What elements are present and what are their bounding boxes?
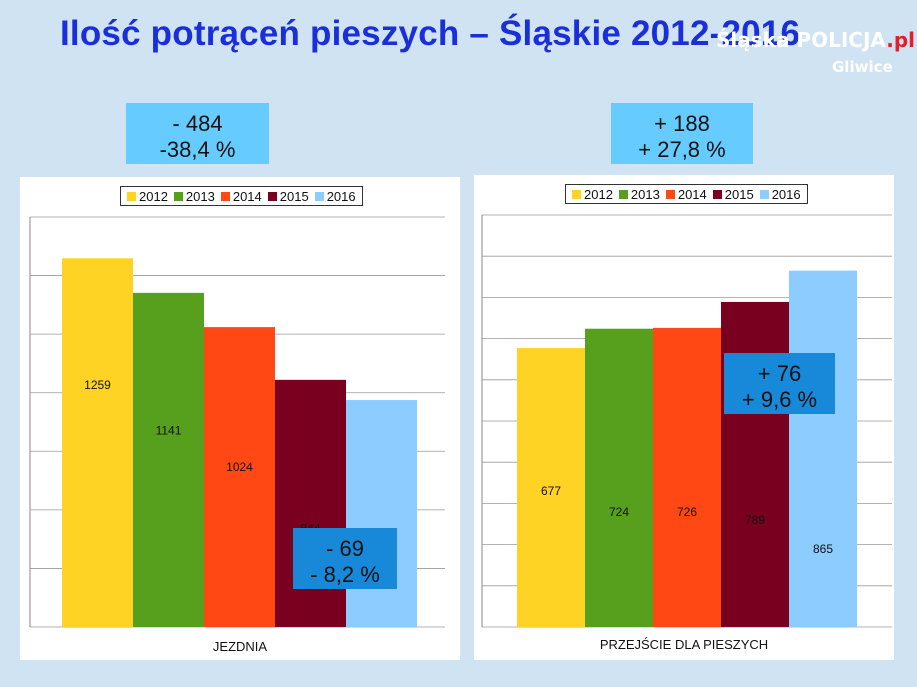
bar-value-label: 865	[813, 542, 833, 556]
legend-label: 2012	[139, 188, 168, 204]
legend-label: 2013	[185, 188, 215, 204]
bar-2012	[517, 348, 585, 627]
right-summary-box: + 188 + 27,8 %	[611, 103, 753, 164]
bar-2013	[585, 328, 653, 627]
bar-2013	[133, 292, 204, 627]
legend-item-2016: 2016	[314, 188, 356, 204]
legend-item-2012: 2012	[127, 189, 168, 204]
legend-item-2014: 2014	[665, 186, 707, 202]
legend-item-2013: 2013	[173, 188, 215, 204]
bar-2012	[62, 258, 133, 627]
legend-swatch	[314, 191, 324, 201]
bar-2014	[653, 327, 721, 627]
legend-swatch	[759, 189, 769, 199]
legend-item-2014: 2014	[220, 188, 262, 204]
bar-value-label: 1141	[156, 423, 182, 437]
legend-label: 2014	[677, 186, 707, 202]
bar-value-label: 726	[677, 505, 697, 519]
left-change-line1: - 69	[326, 536, 364, 561]
legend-swatch	[572, 189, 581, 199]
legend-label: 2013	[630, 186, 660, 202]
legend-label: 2014	[232, 188, 262, 204]
legend-swatch	[127, 191, 136, 201]
legend: 2012 2013 2014 2015 2016	[565, 184, 808, 204]
right-summary-line2: + 27,8 %	[638, 137, 726, 162]
legend-label: 2015	[279, 188, 309, 204]
logo-city: Gliwice	[832, 58, 893, 76]
police-logo: Śląska POLICJA.pl Gliwice	[716, 28, 915, 76]
x-axis-label: PRZEJŚCIE DLA PIESZYCH	[599, 637, 769, 652]
legend: 2012 2013 2014 2015 2016	[120, 186, 363, 206]
bar-value-label: 724	[609, 505, 629, 519]
legend-item-2012: 2012	[572, 187, 613, 202]
legend-label: 2016	[771, 186, 801, 202]
legend-swatch	[712, 189, 722, 199]
legend-label: 2015	[724, 186, 754, 202]
bar-2015	[275, 379, 346, 627]
bar-value-label: 677	[541, 484, 561, 498]
legend-swatch	[220, 191, 230, 201]
legend-label: 2012	[584, 186, 613, 202]
bar-2015	[721, 301, 789, 627]
page-title: Ilość potrąceń pieszych – Śląskie 2012-2…	[60, 14, 801, 53]
legend-item-2016: 2016	[759, 186, 801, 202]
legend-item-2013: 2013	[618, 186, 660, 202]
bar-2016	[346, 400, 417, 627]
right-change-box: + 76 + 9,6 %	[724, 353, 835, 414]
left-change-line2: - 8,2 %	[310, 562, 380, 587]
logo-text: Śląska POLICJA.pl	[716, 28, 915, 52]
legend-swatch	[173, 191, 183, 201]
left-summary-line2: -38,4 %	[159, 137, 236, 162]
logo-main: Śląska POLICJA	[716, 28, 887, 52]
right-change-line2: + 9,6 %	[741, 387, 818, 412]
legend-swatch	[618, 189, 628, 199]
legend-swatch	[267, 191, 277, 201]
bar-chart-przejscie: 677 724 726 789 865	[481, 214, 892, 628]
x-axis-label: JEZDNIA	[212, 639, 268, 654]
legend-item-2015: 2015	[267, 188, 309, 204]
bar-value-label: 789	[745, 513, 765, 527]
chart-panel-przejscie: 2012 2013 2014 2015 2016 677 724 726 789 865 PRZ…	[474, 175, 894, 660]
bar-value-label: 1024	[226, 460, 253, 474]
bar-2014	[204, 327, 275, 627]
legend-swatch	[665, 189, 675, 199]
legend-item-2015: 2015	[712, 186, 754, 202]
right-change-line1: + 76	[757, 361, 802, 386]
bar-value-label: 1259	[84, 378, 111, 392]
left-change-box: - 69 - 8,2 %	[293, 528, 397, 589]
bar-2016	[789, 270, 857, 627]
legend-label: 2016	[326, 188, 356, 204]
right-summary-line1: + 188	[654, 111, 710, 136]
left-summary-box: - 484 -38,4 %	[126, 103, 269, 164]
left-summary-line1: - 484	[172, 111, 223, 136]
logo-suffix: .pl	[886, 28, 916, 52]
